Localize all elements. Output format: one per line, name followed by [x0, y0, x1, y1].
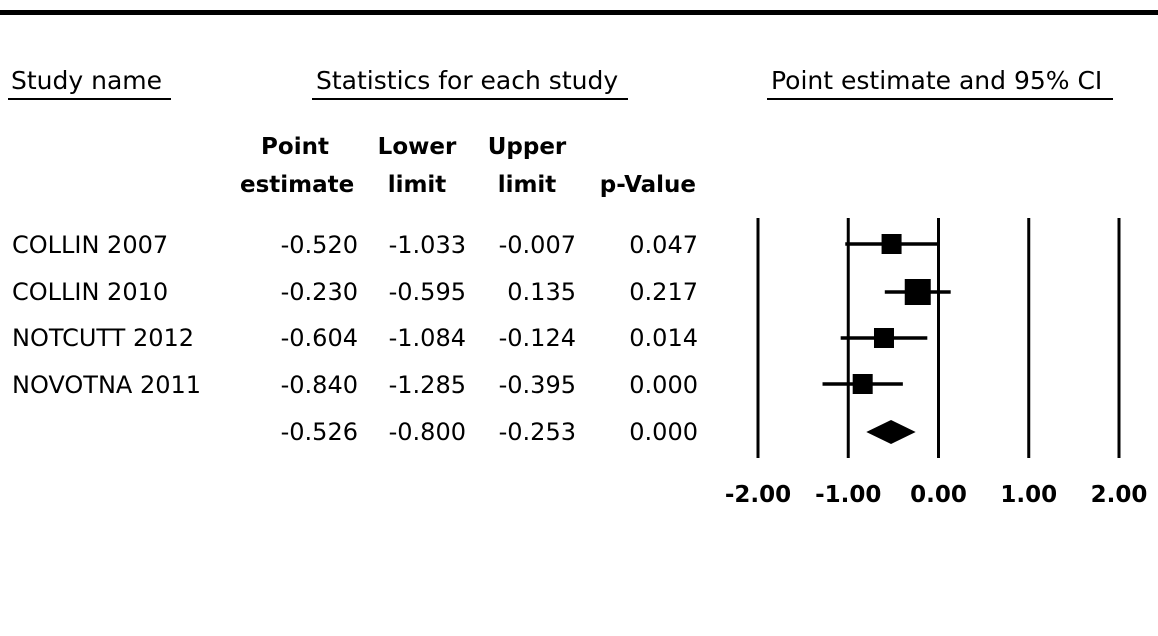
study-name: NOTCUTT 2012	[12, 324, 195, 352]
table-row: NOVOTNA 2011 -0.840 -1.285 -0.395 0.000	[0, 362, 740, 408]
table-row: COLLIN 2010 -0.230 -0.595 0.135 0.217	[0, 269, 740, 315]
upper-limit: 0.135	[507, 278, 576, 306]
header-study-name-underline	[8, 98, 171, 100]
lower-limit: -1.285	[388, 371, 466, 399]
point-marker	[904, 279, 931, 305]
study-name: COLLIN 2007	[12, 231, 169, 259]
summary-row: -0.526 -0.800 -0.253 0.000	[0, 409, 740, 455]
point-marker	[881, 234, 902, 254]
lower-limit: -0.595	[388, 278, 466, 306]
upper-limit: -0.124	[498, 324, 576, 352]
column-header-point-estimate-line1: Point	[261, 134, 329, 160]
column-header-p-value: p-Value	[599, 172, 696, 198]
x-tick-label: -2.00	[725, 482, 791, 508]
top-rule	[0, 10, 1158, 15]
p-value: 0.000	[629, 371, 698, 399]
column-header-lower-limit-line1: Lower	[377, 134, 457, 160]
x-tick-label: 0.00	[910, 482, 967, 508]
header-statistics-underline	[312, 98, 628, 100]
upper-limit: -0.395	[498, 371, 576, 399]
lower-limit: -0.800	[388, 418, 466, 446]
column-header-upper-limit: Upper limit	[472, 128, 582, 204]
table-row: COLLIN 2007 -0.520 -1.033 -0.007 0.047	[0, 222, 740, 268]
x-tick-label: 1.00	[1000, 482, 1057, 508]
header-plot: Point estimate and 95% CI	[771, 66, 1103, 95]
column-header-lower-limit: Lower limit	[362, 128, 472, 204]
x-tick-label: 2.00	[1091, 482, 1148, 508]
column-header-upper-limit-line1: Upper	[487, 134, 567, 160]
header-plot-underline	[767, 98, 1113, 100]
p-value: 0.047	[629, 231, 698, 259]
table-row: NOTCUTT 2012 -0.604 -1.084 -0.124 0.014	[0, 315, 740, 361]
column-header-upper-limit-line2: limit	[497, 172, 557, 198]
upper-limit: -0.253	[498, 418, 576, 446]
column-header-lower-limit-line2: limit	[387, 172, 447, 198]
point-estimate: -0.604	[280, 324, 358, 352]
study-name: COLLIN 2010	[12, 278, 169, 306]
point-estimate: -0.840	[280, 371, 358, 399]
lower-limit: -1.084	[388, 324, 466, 352]
p-value: 0.000	[629, 418, 698, 446]
point-estimate: -0.520	[280, 231, 358, 259]
point-marker	[873, 328, 894, 348]
point-estimate: -0.230	[280, 278, 358, 306]
p-value: 0.217	[629, 278, 698, 306]
upper-limit: -0.007	[498, 231, 576, 259]
p-value: 0.014	[629, 324, 698, 352]
x-tick-label: -1.00	[815, 482, 881, 508]
study-name: NOVOTNA 2011	[12, 371, 202, 399]
forest-plot: -2.00 -1.00 0.00 1.00 2.00	[725, 218, 1148, 508]
point-marker	[852, 374, 873, 394]
point-estimate: -0.526	[280, 418, 358, 446]
lower-limit: -1.033	[388, 231, 466, 259]
header-study-name: Study name	[11, 66, 163, 95]
column-header-point-estimate: Point estimate	[240, 128, 355, 204]
header-statistics: Statistics for each study	[316, 66, 619, 95]
summary-diamond	[866, 420, 916, 444]
column-header-point-estimate-line2: estimate	[240, 172, 355, 198]
